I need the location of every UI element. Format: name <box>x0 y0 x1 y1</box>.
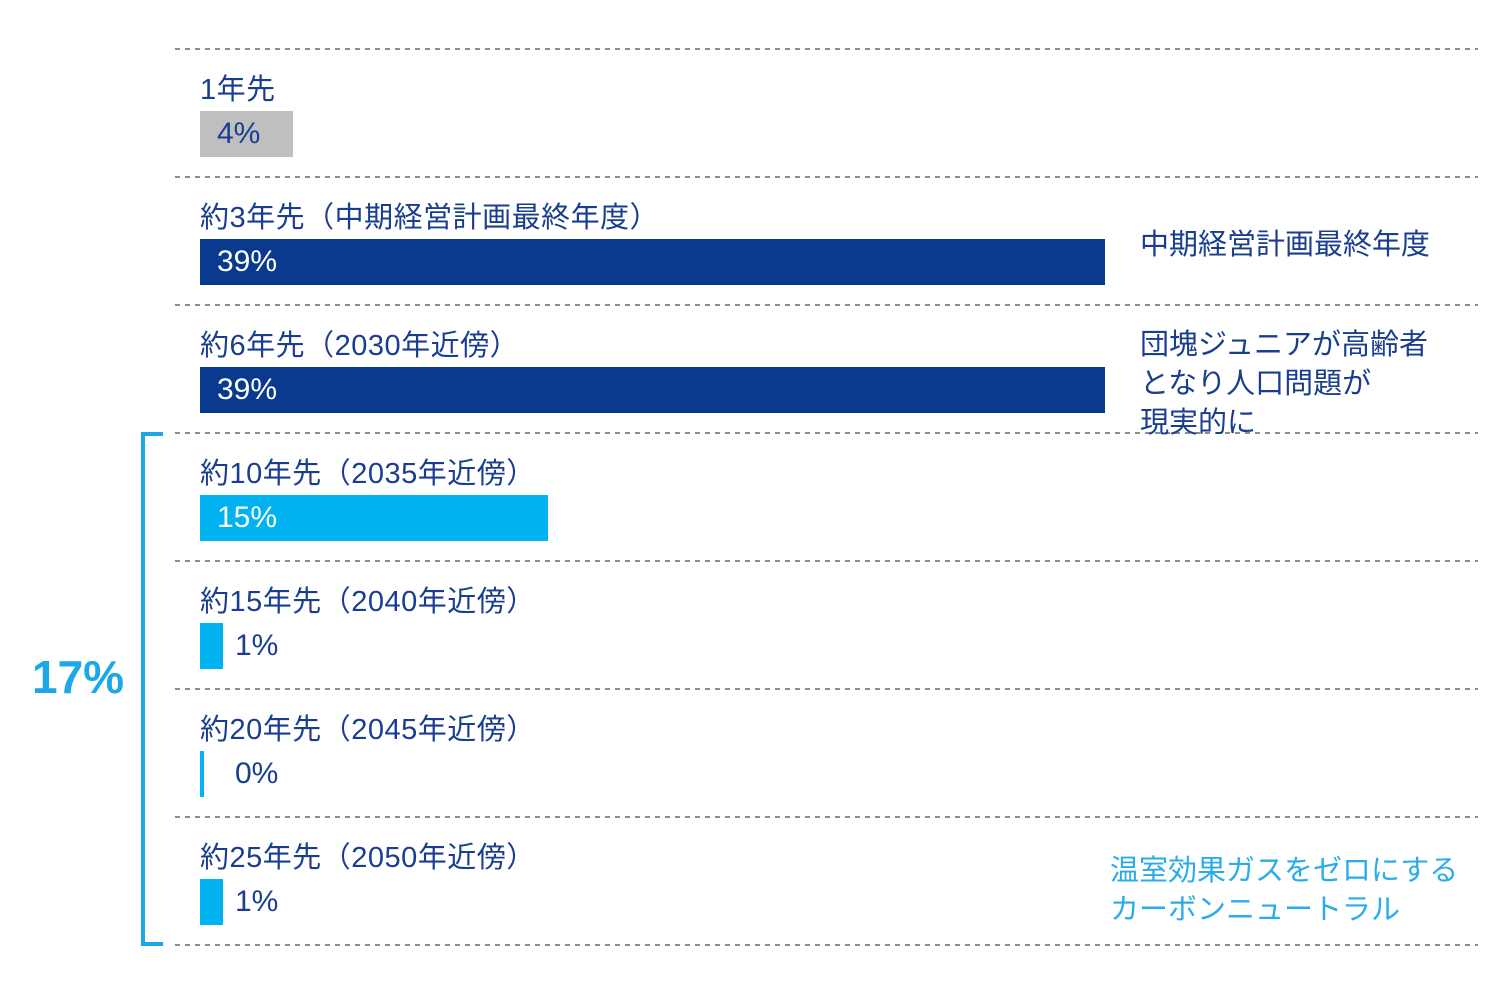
annotation-line: 現実的に <box>1140 407 1257 439</box>
dashed-separator <box>175 816 1478 818</box>
value-label: 39% <box>217 373 278 406</box>
category-label: 約10年先（2035年近傍） <box>200 458 536 490</box>
value-label: 0% <box>235 757 279 790</box>
value-label: 1% <box>235 629 279 662</box>
bar-track: 39% <box>200 367 1478 413</box>
value-label: 4% <box>217 117 261 150</box>
bar <box>200 623 224 669</box>
bar-track: 1% <box>200 623 1478 669</box>
chart-row: 約10年先（2035年近傍） 15% <box>175 432 1478 560</box>
bar <box>200 111 293 157</box>
chart-row: 約3年先（中期経営計画最終年度） 39% <box>175 176 1478 304</box>
bar <box>200 239 1105 285</box>
dashed-separator <box>175 944 1478 946</box>
category-label: 約20年先（2045年近傍） <box>200 714 536 746</box>
annotation-line: 温室効果ガスをゼロにする <box>1110 855 1459 887</box>
dashed-separator <box>175 176 1478 178</box>
chart-row: 約6年先（2030年近傍） 39% <box>175 304 1478 432</box>
group-total-label: 17% <box>32 651 125 703</box>
bar <box>200 495 548 541</box>
chart-row: 約25年先（2050年近傍） 1% <box>175 816 1478 944</box>
dashed-separator <box>175 560 1478 562</box>
bar <box>200 751 204 797</box>
annotation-midterm-plan: 中期経営計画最終年度 <box>1140 226 1430 265</box>
annotation-line: カーボンニュートラル <box>1110 894 1401 926</box>
chart-row: 約20年先（2045年近傍） 0% <box>175 688 1478 816</box>
category-label: 約25年先（2050年近傍） <box>200 842 536 874</box>
annotation-carbon-neutral: 温室効果ガスをゼロにする カーボンニュートラル <box>1110 852 1458 930</box>
dashed-separator <box>175 688 1478 690</box>
category-label: 約3年先（中期経営計画最終年度） <box>200 202 660 234</box>
chart-row: 1年先 4% <box>175 48 1478 176</box>
chart-rows: 1年先 4% 約3年先（中期経営計画最終年度） 39% 約6年先（2030年近傍… <box>175 48 1478 946</box>
category-label: 1年先 <box>200 74 276 106</box>
dashed-separator <box>175 304 1478 306</box>
bar-track: 39% <box>200 239 1478 285</box>
value-label: 15% <box>217 501 278 534</box>
category-label: 約6年先（2030年近傍） <box>200 330 520 362</box>
bar-track: 1% <box>200 879 1478 925</box>
category-label: 約15年先（2040年近傍） <box>200 586 536 618</box>
bar-track: 4% <box>200 111 1478 157</box>
dashed-separator <box>175 432 1478 434</box>
bar-track: 15% <box>200 495 1478 541</box>
annotation-line: となり人口問題が <box>1140 368 1372 400</box>
value-label: 1% <box>235 885 279 918</box>
bar <box>200 367 1105 413</box>
value-label: 39% <box>217 245 278 278</box>
annotation-line: 団塊ジュニアが高齢者 <box>1140 329 1428 361</box>
dashed-separator <box>175 48 1478 50</box>
chart-row: 約15年先（2040年近傍） 1% <box>175 560 1478 688</box>
group-bracket <box>141 432 163 946</box>
bar <box>200 879 224 925</box>
annotation-line: 中期経営計画最終年度 <box>1140 229 1431 261</box>
bar-track: 0% <box>200 751 1478 797</box>
annotation-population-problem: 団塊ジュニアが高齢者 となり人口問題が 現実的に <box>1140 326 1428 443</box>
